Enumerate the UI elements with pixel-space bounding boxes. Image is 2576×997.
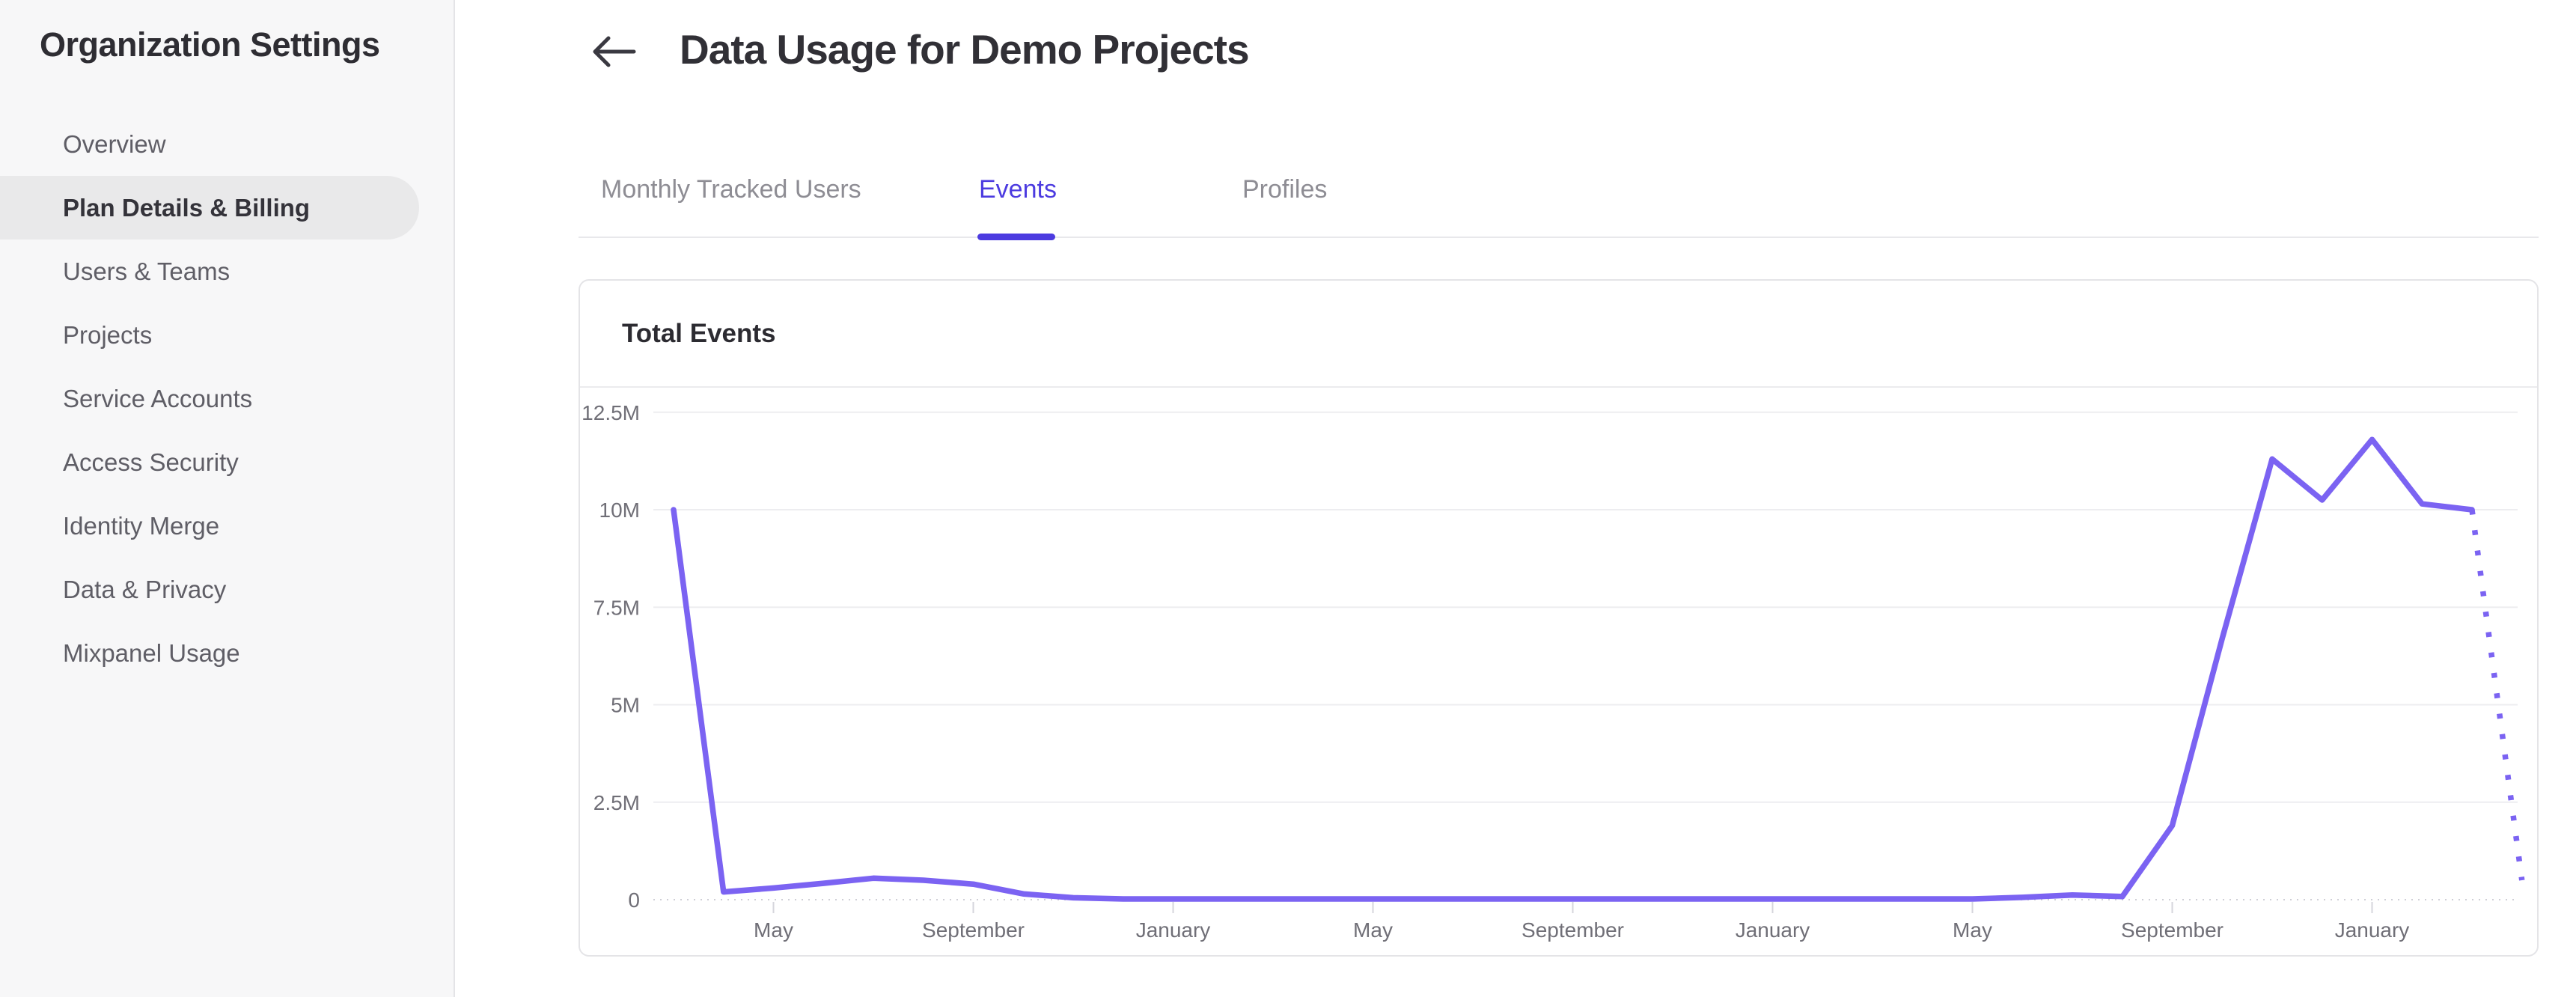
y-axis-label: 7.5M [593,596,640,619]
sidebar-item-overview[interactable]: Overview [63,130,166,158]
arrow-left-icon [589,34,638,72]
gridlines [653,411,2518,900]
x-axis-label: May [1353,918,1393,942]
chart-area: 12.5M 10M 7.5M 5M 2.5M 0 May September January Ma… [580,388,2537,954]
sidebar-item-data-privacy[interactable]: Data & Privacy [63,576,227,603]
sidebar-item-mixpanel-usage[interactable]: Mixpanel Usage [63,639,240,667]
sidebar-title: Organization Settings [40,25,380,64]
sidebar-item-service-accounts[interactable]: Service Accounts [63,385,253,412]
x-axis-label: January [1136,918,1211,942]
x-axis-label: January [1736,918,1810,942]
sidebar-item-plan-details-billing[interactable]: Plan Details & Billing [0,176,419,240]
y-axis-labels: 12.5M 10M 7.5M 5M 2.5M 0 [582,401,640,912]
x-axis-label: September [922,918,1025,942]
sidebar-item-identity-merge[interactable]: Identity Merge [63,512,220,540]
x-axis-label: May [1953,918,1992,942]
page-title: Data Usage for Demo Projects [680,26,1250,73]
tab-monthly-tracked-users[interactable]: Monthly Tracked Users [601,175,861,204]
y-axis-label: 12.5M [582,401,640,424]
y-axis-label: 0 [628,888,640,912]
sidebar-item-projects[interactable]: Projects [63,321,153,349]
x-axis-ticks [772,902,2373,913]
events-line-solid [671,436,2475,902]
sidebar-item-users-teams[interactable]: Users & Teams [63,257,231,285]
y-axis-label: 5M [611,694,640,717]
card-header: Total Events [580,281,2537,388]
x-axis-label: January [2335,918,2410,942]
active-tab-indicator [977,234,1055,240]
tab-events[interactable]: Events [979,175,1057,204]
sidebar: Organization Settings Overview Plan Detai… [0,0,455,997]
usage-tabs: Monthly Tracked Users Events Profiles [579,157,2539,240]
back-button[interactable] [584,27,644,78]
events-line-projection-dotted [2469,509,2525,881]
tab-profiles[interactable]: Profiles [1242,175,1328,204]
y-axis-label: 10M [599,498,640,522]
total-events-card: Total Events 12.5M 10M 7.5M 5M 2.5M 0 May Septe… [579,279,2539,957]
x-axis-label: September [2121,918,2224,942]
y-axis-label: 2.5M [593,791,640,814]
sidebar-nav: Overview Plan Details & Billing Users & Te… [0,112,452,685]
x-axis-labels: May September January May September January Ma… [754,918,2409,942]
card-title: Total Events [622,318,776,348]
x-axis-label: May [754,918,793,942]
sidebar-item-access-security[interactable]: Access Security [63,448,239,476]
x-axis-label: September [1522,918,1624,942]
